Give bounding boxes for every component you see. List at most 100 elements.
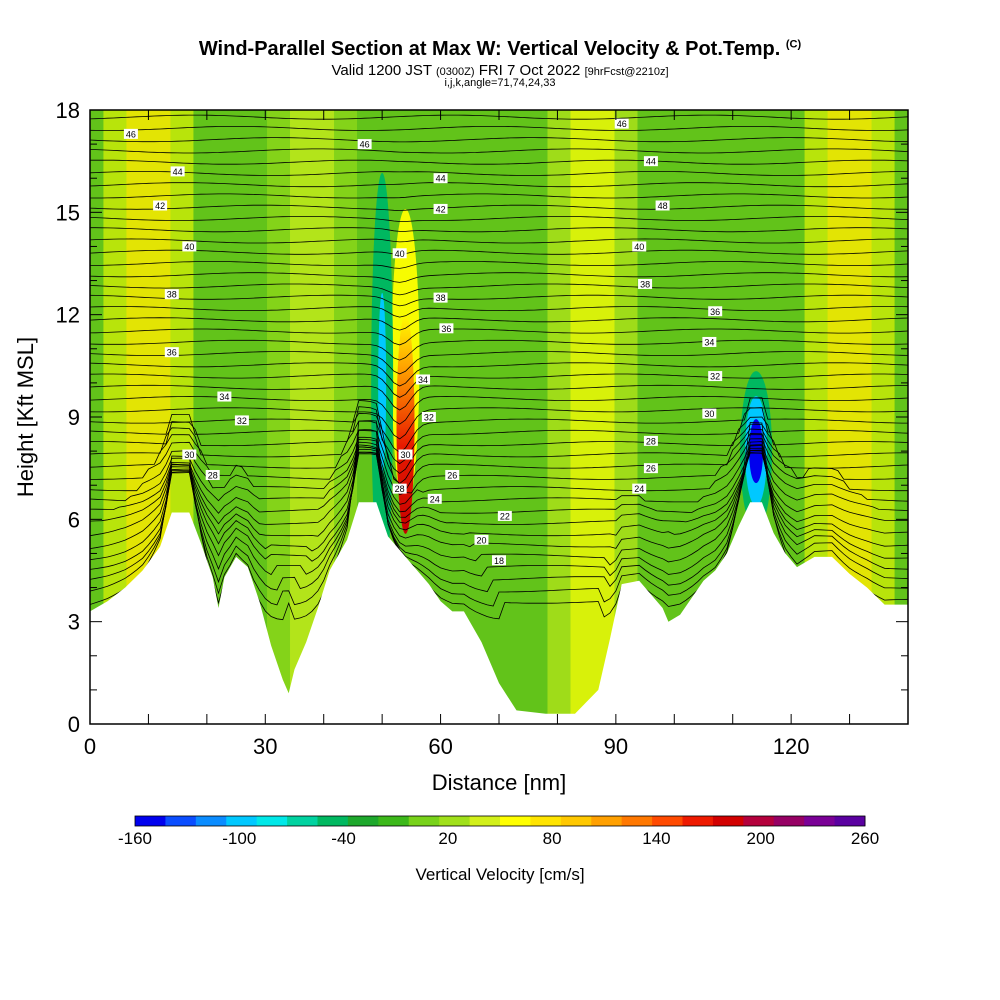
contour-label-bg	[164, 347, 179, 358]
colorbar-tick-label: -160	[118, 829, 152, 848]
theta-contour	[90, 306, 908, 318]
theta-contour	[90, 159, 908, 165]
theta-contour	[90, 412, 908, 474]
contour-label: 34	[418, 375, 428, 385]
y-tick-label: 0	[68, 712, 80, 737]
contour-label-bg	[445, 469, 460, 480]
theta-contour	[90, 238, 908, 244]
theta-contour	[90, 148, 908, 154]
contour-label: 44	[173, 167, 183, 177]
x-tick-label: 30	[253, 734, 277, 759]
copyright-mark: (C)	[785, 38, 802, 51]
contour-label-bg	[427, 493, 442, 504]
contour-label: 42	[436, 204, 446, 214]
colorbar-tick-label: 200	[747, 829, 775, 848]
chart-indices: i,j,k,angle=71,74,24,33	[444, 77, 556, 89]
contour-label: 36	[167, 348, 177, 358]
colorbar-swatch	[439, 816, 471, 826]
contour-label-bg	[392, 483, 407, 494]
contour-label: 46	[126, 129, 136, 139]
contour-label-bg	[638, 278, 653, 289]
contour-label-bg	[433, 203, 448, 214]
contour-label: 26	[646, 464, 656, 474]
contour-label: 30	[704, 409, 714, 419]
colorbar-swatch	[804, 816, 836, 826]
contour-label-bg	[164, 289, 179, 300]
theta-contour	[90, 447, 908, 566]
contour-label-bg	[433, 292, 448, 303]
theta-contour	[90, 171, 908, 176]
contour-label: 32	[424, 413, 434, 423]
colorbar-swatch	[834, 816, 866, 826]
contour-label-bg	[643, 463, 658, 474]
chart-title: Wind-Parallel Section at Max W: Vertical…	[198, 38, 802, 60]
contour-label-bg	[655, 200, 670, 211]
chart-subtitle: Valid 1200 JST (0300Z) FRI 7 Oct 2022 [9…	[331, 62, 669, 79]
colorbar-swatch	[560, 816, 592, 826]
contour-label: 46	[360, 140, 370, 150]
y-tick-label: 6	[68, 507, 80, 532]
theta-contour	[90, 261, 908, 269]
theta-contour	[90, 428, 908, 492]
theta-contour	[90, 406, 908, 465]
x-axis-label: Distance [nm]	[432, 770, 567, 795]
theta-contour	[90, 328, 908, 346]
contour-label-bg	[702, 408, 717, 419]
contour-label: 44	[436, 174, 446, 184]
theta-contour	[90, 373, 908, 398]
colorbar-tick-label: 140	[642, 829, 670, 848]
y-tick-label: 9	[68, 405, 80, 430]
colorbar-swatch	[378, 816, 410, 826]
colorbar-swatch	[682, 816, 714, 826]
contour-label: 20	[476, 535, 486, 545]
colorbar-swatch	[347, 816, 379, 826]
contour-label: 42	[155, 201, 165, 211]
contour-labels: 46 44 42 40 38 36 34 32 30 28 46 44 42 40 38 36 34 32 30 28…	[123, 118, 723, 566]
theta-contour	[90, 397, 908, 453]
theta-contour	[90, 351, 908, 375]
y-tick-label: 18	[56, 98, 80, 123]
contour-label-bg	[153, 200, 168, 211]
contour-label: 40	[395, 249, 405, 259]
theta-contour	[90, 272, 908, 283]
contour-label-bg	[182, 449, 197, 460]
theta-contour	[90, 444, 908, 513]
colorbar-swatch	[743, 816, 775, 826]
colorbar: -160 -100 -40 20 80 140 200 260	[118, 815, 879, 848]
colorbar-tick-label: -100	[222, 829, 256, 848]
contour-label: 26	[447, 470, 457, 480]
contour-label: 24	[634, 484, 644, 494]
theta-contour	[90, 227, 908, 233]
contour-label: 36	[441, 324, 451, 334]
colorbar-swatch	[652, 816, 683, 826]
contour-label: 46	[617, 119, 627, 129]
colorbar-swatch	[317, 816, 349, 826]
contour-label-bg	[497, 510, 512, 521]
terrain	[90, 502, 908, 724]
colorbar-swatch	[530, 816, 562, 826]
contour-label-bg	[632, 483, 647, 494]
colorbar-swatch	[712, 816, 744, 826]
colorbar-swatch	[135, 816, 166, 826]
theta-contour	[90, 407, 908, 440]
velocity-band-core	[570, 110, 615, 724]
colorbar-swatch	[287, 816, 318, 826]
theta-contour	[90, 193, 908, 199]
colorbar-label: Vertical Velocity [cm/s]	[415, 865, 584, 884]
contour-label-bg	[632, 241, 647, 252]
contour-label: 40	[634, 242, 644, 252]
y-tick-label: 12	[56, 303, 80, 328]
contour-label-bg	[643, 435, 658, 446]
contour-label-bg	[170, 166, 185, 177]
contour-label: 28	[395, 484, 405, 494]
theta-contour	[90, 182, 908, 188]
y-tick-label: 15	[56, 200, 80, 225]
contour-label-bg	[614, 118, 629, 129]
contour-label-bg	[474, 534, 489, 545]
contour-label-bg	[492, 555, 506, 566]
x-tick-label: 90	[604, 734, 628, 759]
colorbar-swatch	[500, 816, 531, 826]
updraft-core	[396, 313, 415, 534]
